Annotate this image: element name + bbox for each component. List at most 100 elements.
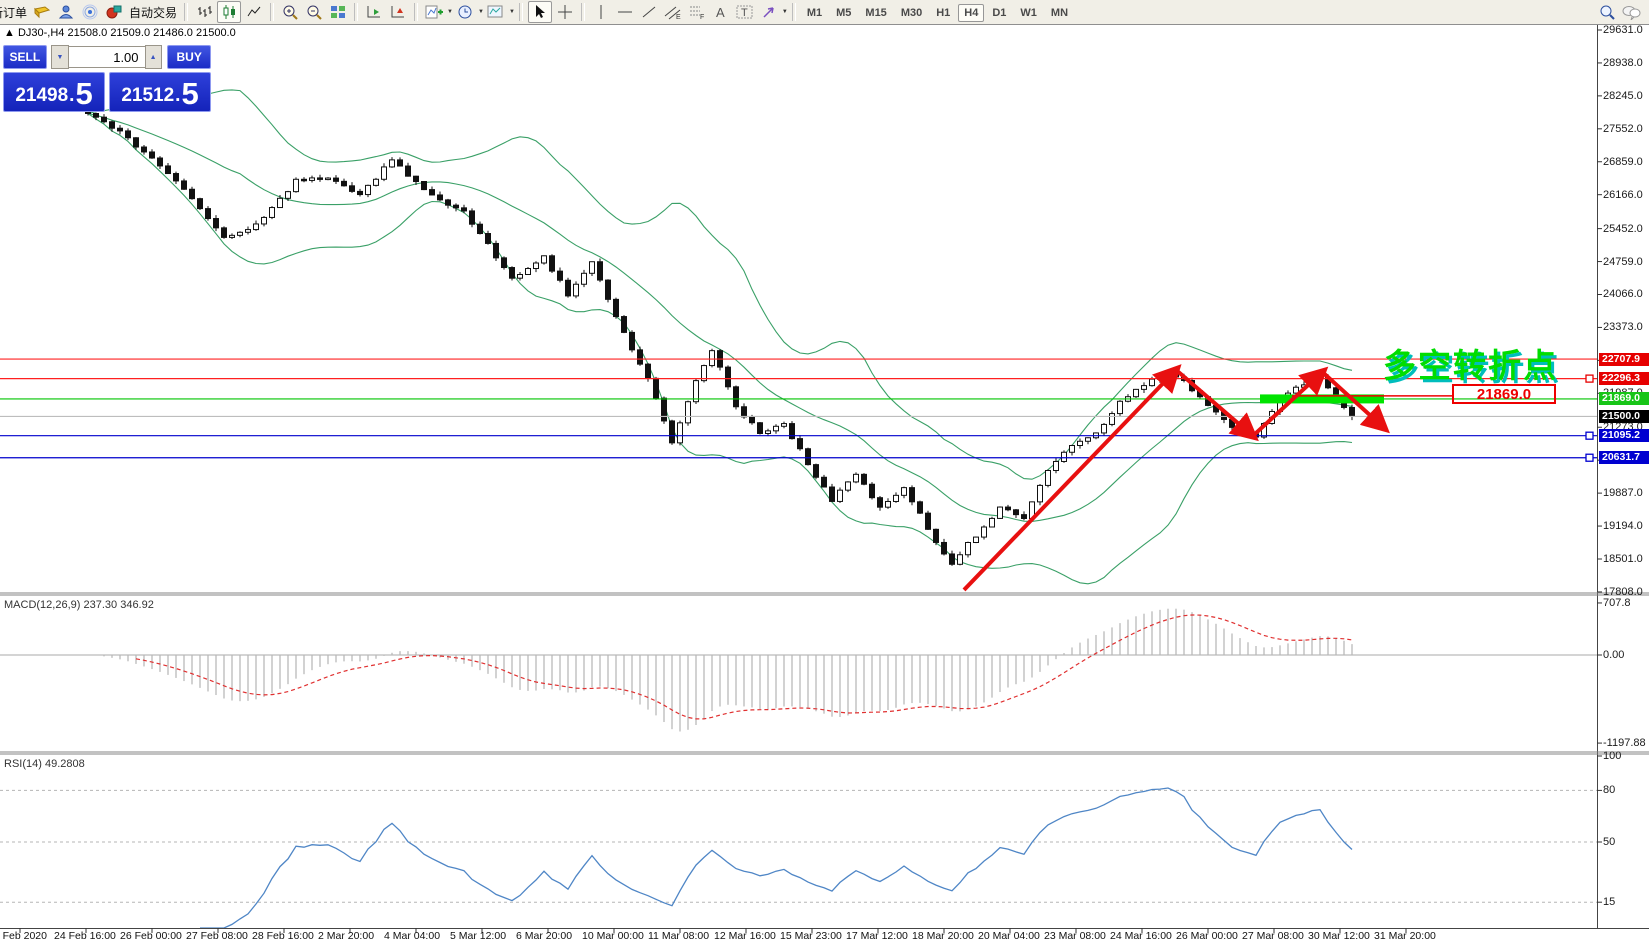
- equidistant-channel-icon[interactable]: E: [662, 2, 684, 22]
- trendline-icon[interactable]: [638, 2, 660, 22]
- templates-icon[interactable]: [485, 2, 507, 22]
- timeframe-m5[interactable]: M5: [836, 7, 852, 19]
- macd-signal-value: 346.92: [120, 599, 154, 611]
- separator: [580, 3, 585, 21]
- ohlc-high: 21509.0: [110, 27, 151, 39]
- arrows-dropdown-icon[interactable]: ▼: [781, 9, 788, 15]
- time-tick-label: 26 Mar 00:00: [1176, 930, 1238, 942]
- time-axis[interactable]: 21 Feb 2020 24 Feb 16:00 26 Feb 00:00 27 Fe…: [0, 930, 1649, 945]
- chat-icon[interactable]: [1620, 2, 1642, 22]
- separator: [270, 3, 275, 21]
- buy-button[interactable]: BUY: [167, 45, 211, 69]
- rsi-indicator-label: RSI(14) 49.2808: [4, 758, 85, 770]
- autotrading-icon[interactable]: [103, 2, 125, 22]
- time-tick-label: 18 Mar 20:00: [912, 930, 974, 942]
- time-tick-label: 11 Mar 08:00: [648, 930, 710, 942]
- time-tick-label: 20 Mar 04:00: [978, 930, 1040, 942]
- macd-indicator-label: MACD(12,26,9) 237.30 346.92: [4, 599, 154, 611]
- auto-scroll-icon[interactable]: [363, 2, 385, 22]
- timeframe-h4[interactable]: H4: [958, 4, 985, 22]
- sell-price[interactable]: 21498. 5: [3, 72, 105, 112]
- periods-icon[interactable]: [454, 2, 476, 22]
- fibonacci-icon[interactable]: F: [686, 2, 708, 22]
- templates-dropdown-icon[interactable]: ▼: [508, 9, 515, 15]
- bar-chart-icon[interactable]: [193, 2, 215, 22]
- line-chart-icon[interactable]: [243, 2, 265, 22]
- time-tick-label: 10 Mar 00:00: [582, 930, 644, 942]
- timeframe-group: M1 M5 M15 M30 H1 H4 D1 W1 MN: [800, 3, 1075, 22]
- time-tick-label: 30 Mar 12:00: [1308, 930, 1370, 942]
- time-tick-label: 28 Feb 16:00: [252, 930, 314, 942]
- timeframe-m15[interactable]: M15: [865, 7, 887, 19]
- arrows-icon[interactable]: [758, 2, 780, 22]
- timeframe-d1[interactable]: D1: [992, 7, 1007, 19]
- separator: [518, 3, 523, 21]
- time-tick-label: 12 Mar 16:00: [714, 930, 776, 942]
- time-tick-label: 26 Feb 00:00: [120, 930, 182, 942]
- symbol-ohlc-line: ▲ DJ30-,H4 21508.0 21509.0 21486.0 21500…: [4, 27, 236, 39]
- sell-price-int: 21498: [15, 85, 69, 106]
- volume-input[interactable]: [68, 46, 145, 68]
- time-tick-label: 21 Feb 2020: [0, 930, 47, 942]
- sell-button[interactable]: SELL: [3, 45, 47, 69]
- vertical-line-icon[interactable]: [590, 2, 612, 22]
- time-tick-label: 17 Mar 12:00: [846, 930, 908, 942]
- timeframe-mn[interactable]: MN: [1050, 7, 1069, 19]
- turning-point-annotation[interactable]: 多空转折点: [1383, 347, 1558, 384]
- volume-decrease-button[interactable]: ▼: [51, 45, 69, 69]
- time-tick-label: 5 Mar 12:00: [450, 930, 507, 942]
- time-tick-label: 27 Feb 08:00: [186, 930, 248, 942]
- separator: [414, 3, 419, 21]
- svg-text:A: A: [716, 5, 725, 20]
- symbol-marker-icon: ▲: [4, 27, 18, 39]
- timeframe-m1[interactable]: M1: [806, 7, 823, 19]
- buy-price-pip: 5: [181, 76, 199, 111]
- one-click-trading-panel: SELL ▼ ▲ BUY 21498.5 21512.5: [3, 45, 211, 112]
- periods-dropdown-icon[interactable]: ▼: [477, 9, 484, 15]
- zoom-in-icon[interactable]: [279, 2, 301, 22]
- order-history-icon[interactable]: [31, 2, 53, 22]
- time-tick-label: 23 Mar 08:00: [1044, 930, 1106, 942]
- svg-text:F: F: [700, 14, 704, 20]
- text-label-icon[interactable]: T: [734, 2, 756, 22]
- rsi-value: 49.2808: [44, 758, 85, 770]
- time-tick-label: 15 Mar 23:00: [780, 930, 842, 942]
- chart-shift-icon[interactable]: [387, 2, 409, 22]
- horizontal-line-icon[interactable]: [614, 2, 636, 22]
- timeframe-h1[interactable]: H1: [936, 7, 951, 19]
- text-icon[interactable]: A: [710, 2, 732, 22]
- time-tick-label: 31 Mar 20:00: [1374, 930, 1436, 942]
- time-tick-label: 24 Mar 16:00: [1110, 930, 1172, 942]
- time-tick-label: 27 Mar 08:00: [1242, 930, 1304, 942]
- level-callout-box[interactable]: 21869.0: [1452, 384, 1556, 404]
- search-icon[interactable]: [1596, 2, 1618, 22]
- zoom-out-icon[interactable]: [303, 2, 325, 22]
- svg-text:E: E: [676, 14, 681, 20]
- signal-icon[interactable]: [79, 2, 101, 22]
- new-order-button[interactable]: 新订单: [0, 5, 28, 20]
- svg-text:T: T: [741, 7, 748, 19]
- timeframe-w1[interactable]: W1: [1020, 7, 1037, 19]
- ohlc-close: 21500.0: [195, 27, 236, 39]
- accounts-icon[interactable]: [55, 2, 77, 22]
- crosshair-icon[interactable]: [554, 2, 576, 22]
- time-tick-label: 2 Mar 20:00: [318, 930, 375, 942]
- candlestick-chart-icon[interactable]: [217, 1, 242, 23]
- buy-price[interactable]: 21512. 5: [109, 72, 211, 112]
- autotrading-button[interactable]: 自动交易: [129, 5, 178, 20]
- indicators-icon[interactable]: [423, 2, 445, 22]
- buy-price-int: 21512: [121, 85, 175, 106]
- timeframe-m30[interactable]: M30: [900, 7, 923, 19]
- symbol-title: DJ30-,H4: [17, 27, 65, 39]
- toolbar: 新订单 自动交易 ▼ ▼ ▼ E F A T ▼ M1 M5 M15 M30 H1 H4 D…: [0, 0, 1649, 25]
- time-tick-label: 4 Mar 04:00: [384, 930, 441, 942]
- time-tick-label: 6 Mar 20:00: [516, 930, 573, 942]
- indicators-dropdown-icon[interactable]: ▼: [447, 9, 453, 15]
- macd-value: 237.30: [83, 599, 118, 611]
- ohlc-low: 21486.0: [153, 27, 193, 39]
- cursor-icon[interactable]: [527, 1, 552, 23]
- separator: [791, 3, 796, 21]
- tile-windows-icon[interactable]: [327, 2, 349, 22]
- volume-increase-button[interactable]: ▲: [144, 45, 162, 69]
